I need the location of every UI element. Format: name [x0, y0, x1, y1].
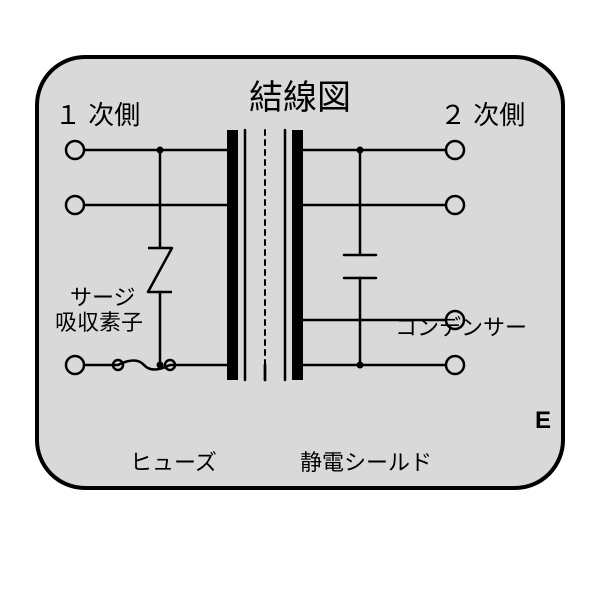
- fuse-label: ヒューズ: [130, 445, 217, 477]
- shield-label: 静電シールド: [300, 445, 432, 477]
- secondary-side-label: ２ 次側: [440, 95, 525, 132]
- earth-label: E: [535, 407, 551, 435]
- primary-side-label: １ 次側: [55, 95, 140, 132]
- surge-absorber-label-2: 吸収素子: [55, 305, 143, 337]
- capacitor-label: コンデンサー: [395, 310, 527, 342]
